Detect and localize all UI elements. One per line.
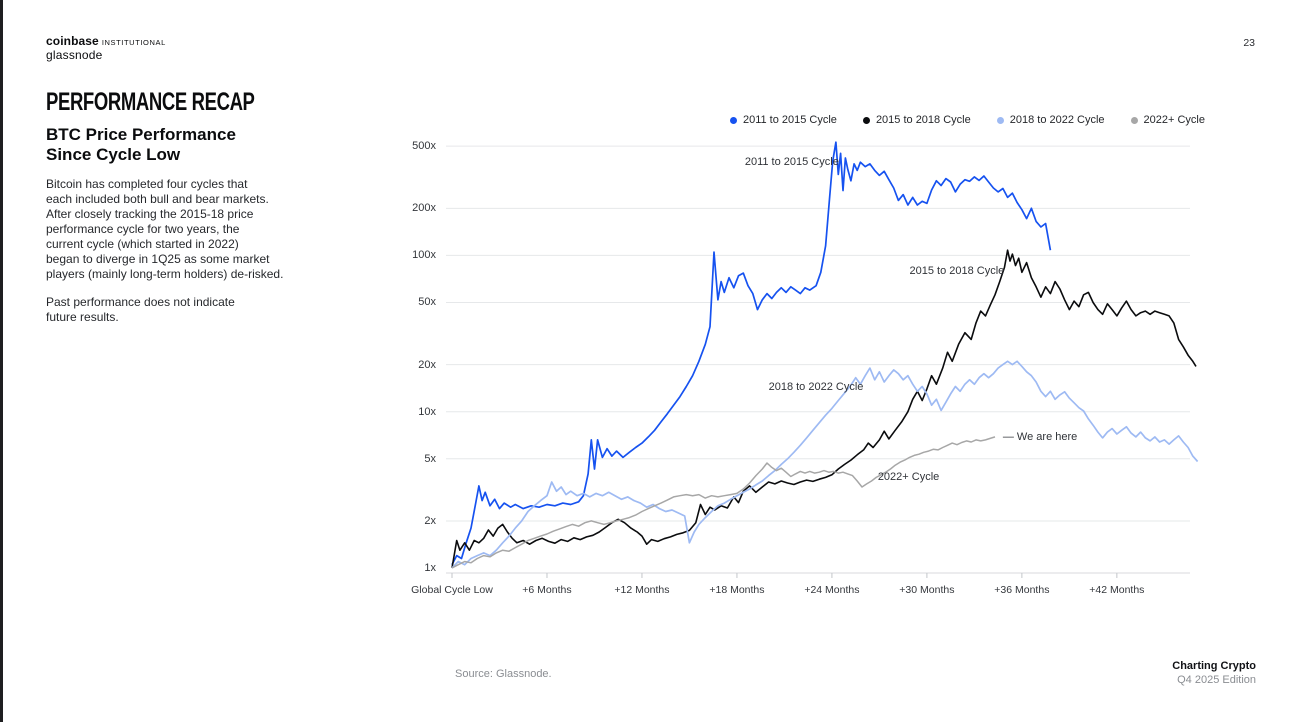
institutional-label: INSTITUTIONAL bbox=[101, 38, 166, 47]
series-line-2 bbox=[451, 360, 1199, 569]
section-kicker: PERFORMANCE RECAP bbox=[46, 88, 255, 116]
body-paragraph-1: Bitcoin has completed four cycles that e… bbox=[46, 177, 284, 281]
doc-footer: Charting Crypto Q4 2025 Edition bbox=[1172, 659, 1256, 687]
x-tick-label: +30 Months bbox=[899, 584, 955, 596]
y-tick-label: 1x bbox=[424, 562, 436, 574]
y-tick-label: 500x bbox=[412, 140, 436, 153]
legend-label: 2022+ Cycle bbox=[1143, 114, 1205, 126]
legend-label: 2018 to 2022 Cycle bbox=[1009, 114, 1105, 126]
legend-dot-blue bbox=[729, 116, 737, 124]
chart-annotation: — We are here bbox=[1002, 430, 1078, 443]
chart-title: BTC Price Performance Since Cycle Low bbox=[46, 125, 236, 164]
legend-item-2011-2015: 2011 to 2015 Cycle bbox=[729, 114, 837, 126]
y-tick-label: 20x bbox=[418, 358, 436, 371]
x-tick-label: +24 Months bbox=[804, 584, 860, 596]
brand-logo: coinbase INSTITUTIONAL glassnode bbox=[46, 35, 166, 62]
legend-label: 2015 to 2018 Cycle bbox=[875, 114, 971, 126]
x-tick-label: +6 Months bbox=[522, 584, 572, 596]
y-tick-label: 10x bbox=[418, 405, 436, 418]
chart-annotation: 2011 to 2015 Cycle bbox=[744, 156, 839, 169]
chart-legend: 2011 to 2015 Cycle 2015 to 2018 Cycle 20… bbox=[729, 114, 1205, 126]
legend-dot-black bbox=[862, 116, 870, 124]
legend-dot-lightblue bbox=[996, 116, 1004, 124]
series-line-3 bbox=[451, 436, 996, 569]
glassnode-wordmark: glassnode bbox=[46, 48, 103, 62]
y-tick-label: 5x bbox=[424, 452, 436, 465]
body-paragraph-2: Past performance does not indicate futur… bbox=[46, 295, 235, 324]
x-tick-label: +36 Months bbox=[994, 584, 1050, 596]
line-chart bbox=[446, 138, 1199, 585]
y-tick-label: 200x bbox=[412, 202, 436, 215]
x-tick-label: +12 Months bbox=[614, 584, 670, 596]
left-edge-bar bbox=[0, 0, 3, 722]
coinbase-wordmark: coinbase bbox=[46, 34, 99, 48]
x-tick-label: Global Cycle Low bbox=[411, 584, 493, 596]
y-tick-label: 50x bbox=[418, 296, 436, 309]
chart-annotation: 2015 to 2018 Cycle bbox=[909, 265, 1005, 278]
y-tick-label: 2x bbox=[424, 514, 436, 527]
chart-annotation: 2018 to 2022 Cycle bbox=[768, 380, 864, 393]
doc-title: Charting Crypto bbox=[1172, 660, 1256, 672]
x-tick-label: +18 Months bbox=[709, 584, 765, 596]
legend-item-2022plus: 2022+ Cycle bbox=[1130, 114, 1205, 126]
page-number: 23 bbox=[1243, 37, 1255, 49]
legend-item-2018-2022: 2018 to 2022 Cycle bbox=[996, 114, 1105, 126]
series-line-1 bbox=[451, 249, 1197, 569]
doc-edition: Q4 2025 Edition bbox=[1177, 674, 1256, 686]
source-note: Source: Glassnode. bbox=[455, 668, 552, 680]
brand-row: coinbase INSTITUTIONAL bbox=[46, 35, 166, 49]
chart-annotation: 2022+ Cycle bbox=[877, 470, 940, 483]
series-line-0 bbox=[451, 141, 1052, 566]
legend-dot-gray bbox=[1130, 116, 1138, 124]
y-tick-label: 100x bbox=[412, 249, 436, 262]
x-tick-label: +42 Months bbox=[1089, 584, 1145, 596]
chart-canvas bbox=[446, 141, 1199, 578]
legend-label: 2011 to 2015 Cycle bbox=[742, 114, 837, 126]
legend-item-2015-2018: 2015 to 2018 Cycle bbox=[862, 114, 971, 126]
